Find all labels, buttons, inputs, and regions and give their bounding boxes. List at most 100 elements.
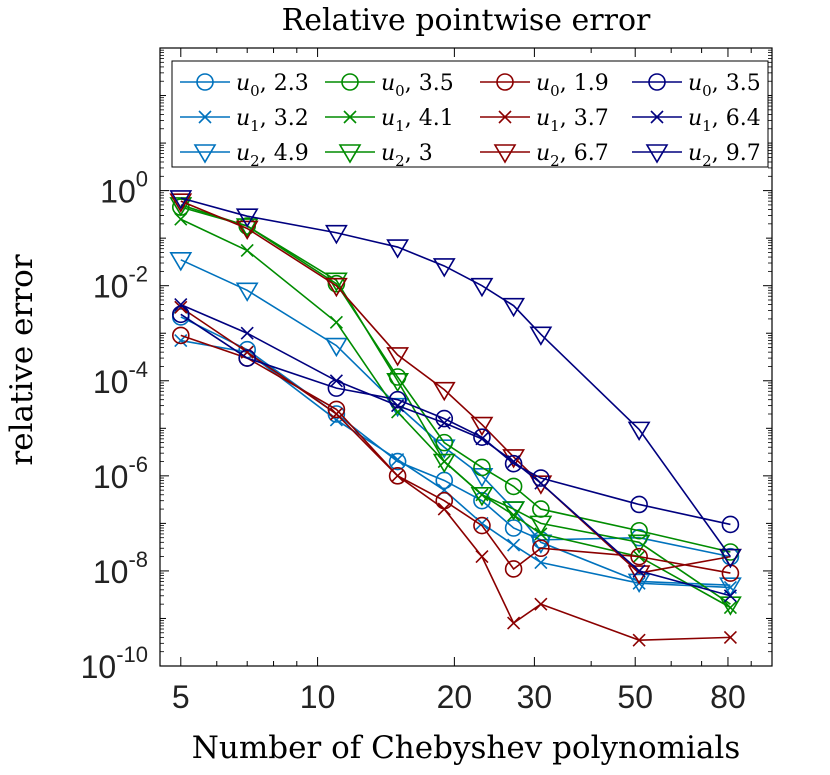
- data-point: [723, 630, 737, 644]
- data-point: [169, 197, 193, 217]
- x-marker-stroke: [329, 407, 343, 421]
- data-point: [388, 467, 407, 485]
- legend-entry: u2, 6.7: [480, 141, 609, 170]
- series-11: [169, 190, 742, 569]
- x-marker-stroke: [329, 315, 343, 329]
- data-point: [235, 208, 259, 228]
- x-marker-stroke: [723, 630, 737, 644]
- x-marker-stroke: [240, 243, 254, 258]
- x-marker-stroke: [174, 298, 188, 312]
- data-point: [470, 277, 494, 298]
- legend-value: , 6.4: [712, 106, 761, 131]
- y-tick-label-base: 10: [81, 649, 117, 685]
- legend-var: u: [688, 106, 702, 131]
- x-tick-label: 5: [172, 679, 190, 715]
- legend-box: [171, 60, 769, 168]
- legend-subscript: 0: [702, 82, 712, 100]
- legend-marker: [196, 73, 214, 91]
- data-point: [174, 212, 188, 226]
- data-point: [721, 515, 740, 534]
- legend-var: u: [536, 106, 550, 131]
- x-tick-label: 20: [437, 679, 473, 715]
- x-marker-stroke: [198, 110, 212, 124]
- series-line: [180, 306, 731, 641]
- data-point: [502, 501, 526, 521]
- legend-var: u: [236, 141, 250, 166]
- data-point: [507, 538, 521, 552]
- legend-subscript: 0: [395, 82, 405, 100]
- legend-var: u: [381, 71, 395, 96]
- data-point: [432, 453, 456, 474]
- data-point: [329, 374, 343, 388]
- legend-subscript: 2: [250, 152, 260, 170]
- legend-value: , 3.2: [260, 106, 309, 131]
- x-marker-stroke: [507, 538, 521, 552]
- x-marker-stroke: [475, 432, 489, 446]
- legend-value: , 3.5: [405, 71, 454, 96]
- x-marker-stroke: [240, 326, 254, 340]
- x-marker-stroke: [329, 374, 343, 388]
- legend-var: u: [536, 141, 550, 166]
- series-5: [169, 197, 742, 616]
- legend-entry: u2, 4.9: [180, 141, 309, 170]
- data-point: [435, 409, 454, 428]
- legend-entry: u2, 9.7: [632, 141, 761, 170]
- legend-subscript: 1: [702, 117, 712, 135]
- x-marker-stroke: [437, 502, 451, 516]
- legend-marker: [341, 73, 359, 91]
- y-tick-label-base: 10: [100, 174, 136, 210]
- legend-label: u2, 3: [381, 141, 433, 170]
- y-axis-label: relative error: [4, 254, 40, 465]
- y-tick-label: 100: [100, 167, 148, 210]
- x-marker-stroke: [391, 453, 405, 467]
- legend-value: , 3.7: [560, 106, 609, 131]
- x-marker-stroke: [534, 597, 548, 611]
- legend-label: u2, 6.7: [536, 141, 609, 170]
- x-marker-stroke: [632, 564, 646, 578]
- y-tick-label: 10-2: [93, 262, 148, 305]
- data-point: [473, 458, 491, 477]
- data-point: [627, 573, 651, 594]
- data-point: [470, 468, 494, 488]
- legend-subscript: 2: [395, 152, 405, 170]
- legend-label: u1, 3.2: [236, 106, 309, 135]
- legend-marker: [645, 144, 669, 164]
- data-point: [437, 416, 451, 430]
- data-point: [171, 305, 190, 324]
- data-point: [529, 515, 553, 535]
- legend-value: , 1.9: [560, 71, 609, 96]
- legend-value: , 3.5: [712, 71, 761, 96]
- series-line: [180, 316, 731, 558]
- data-point: [630, 547, 648, 566]
- legend-entry: u1, 6.4: [632, 106, 761, 135]
- legend-entry: u0, 3.5: [632, 71, 761, 100]
- y-tick-label-exponent: 0: [136, 167, 148, 192]
- data-point: [529, 326, 553, 346]
- x-marker-stroke: [437, 416, 451, 430]
- series-line: [180, 200, 731, 574]
- data-point: [473, 428, 491, 447]
- data-point: [169, 252, 193, 272]
- series-line: [180, 204, 731, 605]
- data-point: [329, 407, 343, 421]
- series-line: [180, 197, 732, 558]
- data-point: [632, 633, 646, 647]
- data-point: [507, 616, 521, 630]
- data-point: [437, 502, 451, 516]
- data-point: [174, 298, 188, 312]
- x-marker-stroke: [507, 616, 521, 630]
- y-tick-label-base: 10: [93, 554, 129, 590]
- legend-marker: [198, 110, 212, 124]
- data-point: [171, 326, 190, 345]
- y-tick-label-base: 10: [93, 269, 129, 305]
- legend-var: u: [381, 106, 395, 131]
- data-point: [502, 297, 526, 318]
- legend-var: u: [236, 106, 250, 131]
- data-point: [235, 220, 259, 241]
- series-line: [180, 259, 731, 587]
- x-tick-label: 10: [300, 679, 336, 715]
- legend-subscript: 0: [550, 82, 560, 100]
- legend-label: u2, 9.7: [688, 141, 761, 170]
